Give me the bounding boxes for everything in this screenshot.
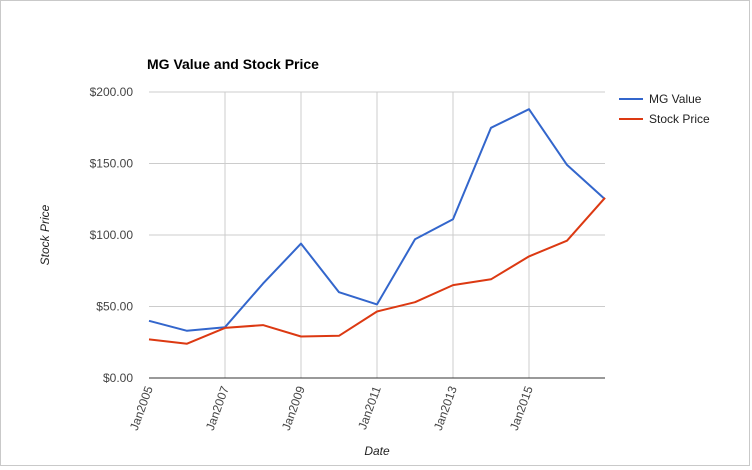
y-tick-label: $150.00	[90, 157, 134, 171]
chart-title: MG Value and Stock Price	[147, 56, 319, 72]
x-tick-label: Jan2015	[507, 384, 536, 432]
y-axis-ticks: $0.00 $50.00 $100.00 $150.00 $200.00	[90, 85, 134, 385]
series-line-stock-price	[148, 197, 606, 345]
legend-label: Stock Price	[649, 112, 710, 126]
x-tick-label: Jan2013	[431, 384, 460, 432]
series-lines	[148, 108, 606, 345]
x-tick-label: Jan2009	[279, 384, 308, 432]
y-tick-label: $100.00	[90, 228, 134, 242]
y-tick-label: $200.00	[90, 85, 134, 99]
x-axis-ticks: Jan2005 Jan2007 Jan2009 Jan2011 Jan2013 Jan20…	[127, 384, 536, 432]
y-tick-label: $0.00	[103, 371, 133, 385]
x-tick-label: Jan2011	[355, 384, 384, 432]
x-axis-title: Date	[364, 444, 390, 458]
x-tick-label: Jan2005	[127, 384, 156, 432]
y-axis-title: Stock Price	[38, 204, 52, 265]
legend-label: MG Value	[649, 92, 702, 106]
x-tick-label: Jan2007	[203, 384, 232, 432]
grid	[149, 91, 605, 378]
y-tick-label: $50.00	[96, 300, 133, 314]
legend: MG Value Stock Price	[619, 92, 710, 126]
